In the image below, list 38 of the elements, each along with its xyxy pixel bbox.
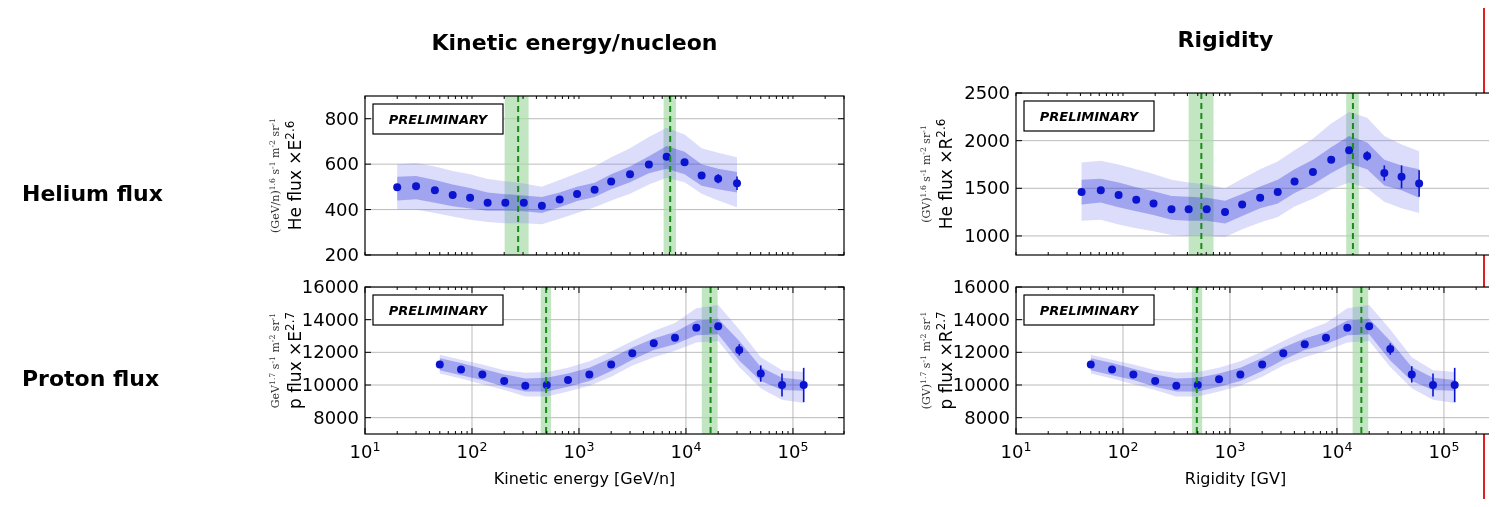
x-tick-label: 10$^{1}$ <box>1000 438 1032 462</box>
y-tick-label: 2500 <box>964 82 1010 103</box>
annotation: PRELIMINARY <box>1039 109 1140 124</box>
chart-title: Kinetic energy/nucleon <box>431 30 718 55</box>
y-tick-label: 12000 <box>952 341 1010 363</box>
x-axis-title: Kinetic energy [GeV/n] <box>493 469 676 488</box>
y-tick-label: 800 <box>324 107 359 129</box>
y-tick-label: 8000 <box>964 406 1010 428</box>
y-tick-label: 16000 <box>952 276 1010 297</box>
x-axis-title: Rigidity [GV] <box>1184 469 1287 488</box>
y-tick-label: 1500 <box>964 177 1010 199</box>
y-tick-label: 600 <box>324 153 359 175</box>
x-tick-label: 10$^{2}$ <box>456 438 488 462</box>
x-tick-label: 10$^{3}$ <box>1214 438 1246 462</box>
text: Proton flux <box>22 365 160 391</box>
y-tick-label: 14000 <box>952 308 1010 330</box>
x-tick-label: 10$^{5}$ <box>777 438 809 462</box>
annotation: PRELIMINARY <box>388 112 489 127</box>
y-tick-label: 1000 <box>964 224 1010 246</box>
y-tick-label: 200 <box>324 244 359 265</box>
y-tick-label: 2000 <box>964 129 1010 151</box>
x-tick-label: 10$^{2}$ <box>1107 438 1139 462</box>
annotation: PRELIMINARY <box>1039 303 1140 318</box>
y-tick-label: 400 <box>324 198 359 220</box>
x-tick-label: 10$^{5}$ <box>1428 438 1460 462</box>
x-tick-label: 10$^{4}$ <box>1321 438 1353 462</box>
text: Helium flux <box>22 180 163 206</box>
y-tick-label: 14000 <box>301 308 359 330</box>
y-tick-label: 10000 <box>952 374 1010 395</box>
annotation: PRELIMINARY <box>388 303 489 318</box>
y-tick-label: 10000 <box>301 374 359 395</box>
x-tick-label: 10$^{4}$ <box>670 438 702 462</box>
y-tick-label: 16000 <box>301 276 359 297</box>
x-tick-label: 10$^{3}$ <box>563 438 595 462</box>
chart-title: Rigidity <box>1177 27 1274 52</box>
y-tick-label: 12000 <box>301 341 359 363</box>
y-tick-label: 8000 <box>313 406 359 428</box>
x-tick-label: 10$^{1}$ <box>349 438 381 462</box>
